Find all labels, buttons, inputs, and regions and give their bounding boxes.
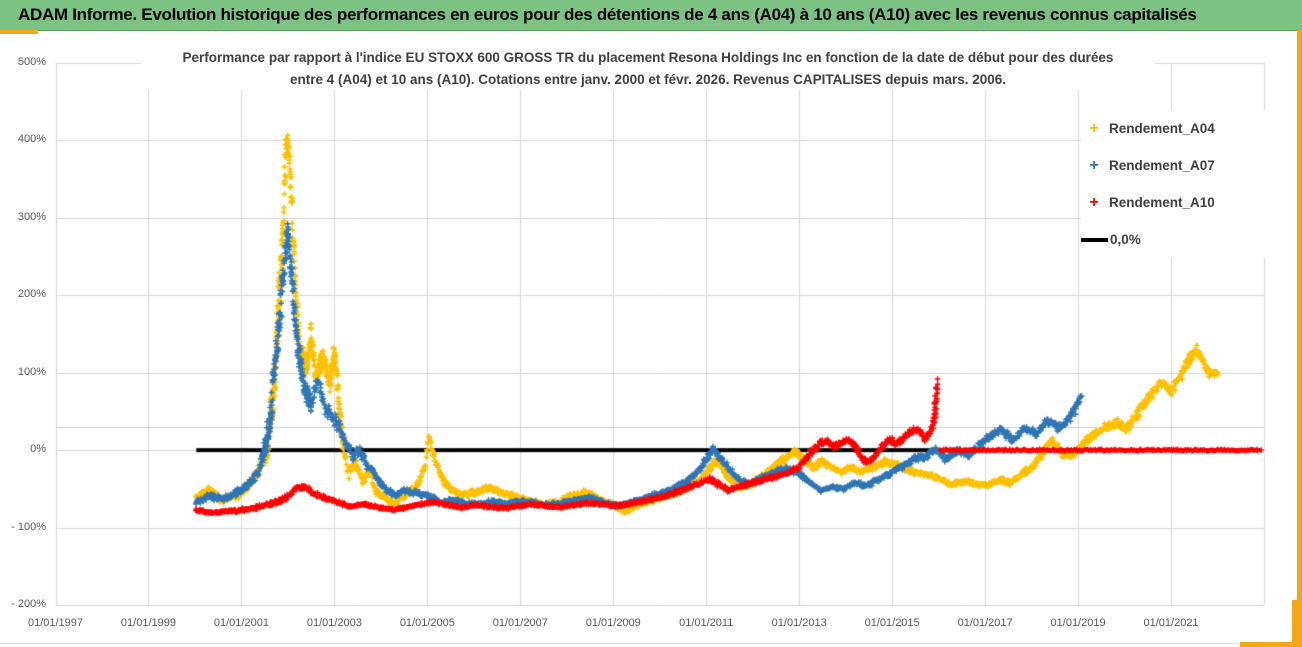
plus-marker-icon: + xyxy=(1089,193,1099,211)
selection-border-right xyxy=(1297,30,1302,647)
legend-label: Rendement_A04 xyxy=(1109,121,1215,136)
y-axis-tick: 500% xyxy=(17,56,46,68)
y-axis-tick: - 100% xyxy=(11,520,46,533)
x-axis-tick: 01/01/2017 xyxy=(957,617,1013,629)
plus-marker-icon: + xyxy=(1089,156,1099,174)
y-axis-tick: 0% xyxy=(30,443,46,456)
x-axis-tick: 01/01/2003 xyxy=(306,617,362,629)
x-axis-tick: 01/01/2015 xyxy=(864,617,920,629)
legend-item-rendement-a07[interactable]: + Rendement_A07 xyxy=(1081,147,1267,184)
x-axis-tick: 01/01/2005 xyxy=(399,617,455,629)
y-axis-tick: - 200% xyxy=(11,598,46,610)
zero-line-swatch xyxy=(1081,237,1108,242)
legend-item-rendement-a04[interactable]: + Rendement_A04 xyxy=(1081,110,1267,147)
chart-title-line-1: Performance par rapport à l'indice EU ST… xyxy=(182,50,1114,65)
x-axis-tick: 01/01/1999 xyxy=(120,617,176,629)
x-axis-tick: 01/01/2009 xyxy=(585,617,641,629)
legend[interactable]: + Rendement_A04 + Rendement_A07 + Rendement_A… xyxy=(1081,110,1267,258)
x-axis-tick: 01/01/2007 xyxy=(492,617,548,629)
selection-border-bottom xyxy=(1240,642,1302,647)
x-axis-tick: 01/01/1997 xyxy=(27,617,84,629)
x-axis-tick: 01/01/2019 xyxy=(1050,617,1106,629)
y-axis-tick: 300% xyxy=(17,210,46,223)
legend-label: 0,0% xyxy=(1110,232,1141,247)
chart-title-line-2: entre 4 (A04) et 10 ans (A10). Cotations… xyxy=(289,71,1007,87)
y-axis-tick: 400% xyxy=(17,133,46,146)
legend-label: Rendement_A07 xyxy=(1109,158,1215,173)
x-axis-tick: 01/01/2021 xyxy=(1143,617,1199,629)
legend-label: Rendement_A10 xyxy=(1109,195,1215,210)
y-axis-tick: 100% xyxy=(17,365,46,378)
chart-title[interactable]: Performance par rapport à l'indice EU ST… xyxy=(141,47,1155,91)
legend-item-rendement-a10[interactable]: + Rendement_A10 xyxy=(1081,184,1267,221)
sheet-row-divider xyxy=(0,643,1302,644)
legend-item-0-0-[interactable]: 0,0% xyxy=(1081,221,1267,258)
y-axis-tick: 200% xyxy=(17,288,46,301)
selection-border-left-strip xyxy=(0,30,38,34)
plus-marker-icon: + xyxy=(1089,119,1099,137)
y-axis-labels: 500% 400% 300% 200% 100% 0% - 100% - 200% xyxy=(0,0,48,647)
selection-resize-handle[interactable] xyxy=(1292,600,1302,647)
x-axis-tick: 01/01/2011 xyxy=(679,617,734,629)
x-axis-tick: 01/01/2013 xyxy=(771,617,827,629)
x-axis-tick: 01/01/2001 xyxy=(213,617,269,629)
